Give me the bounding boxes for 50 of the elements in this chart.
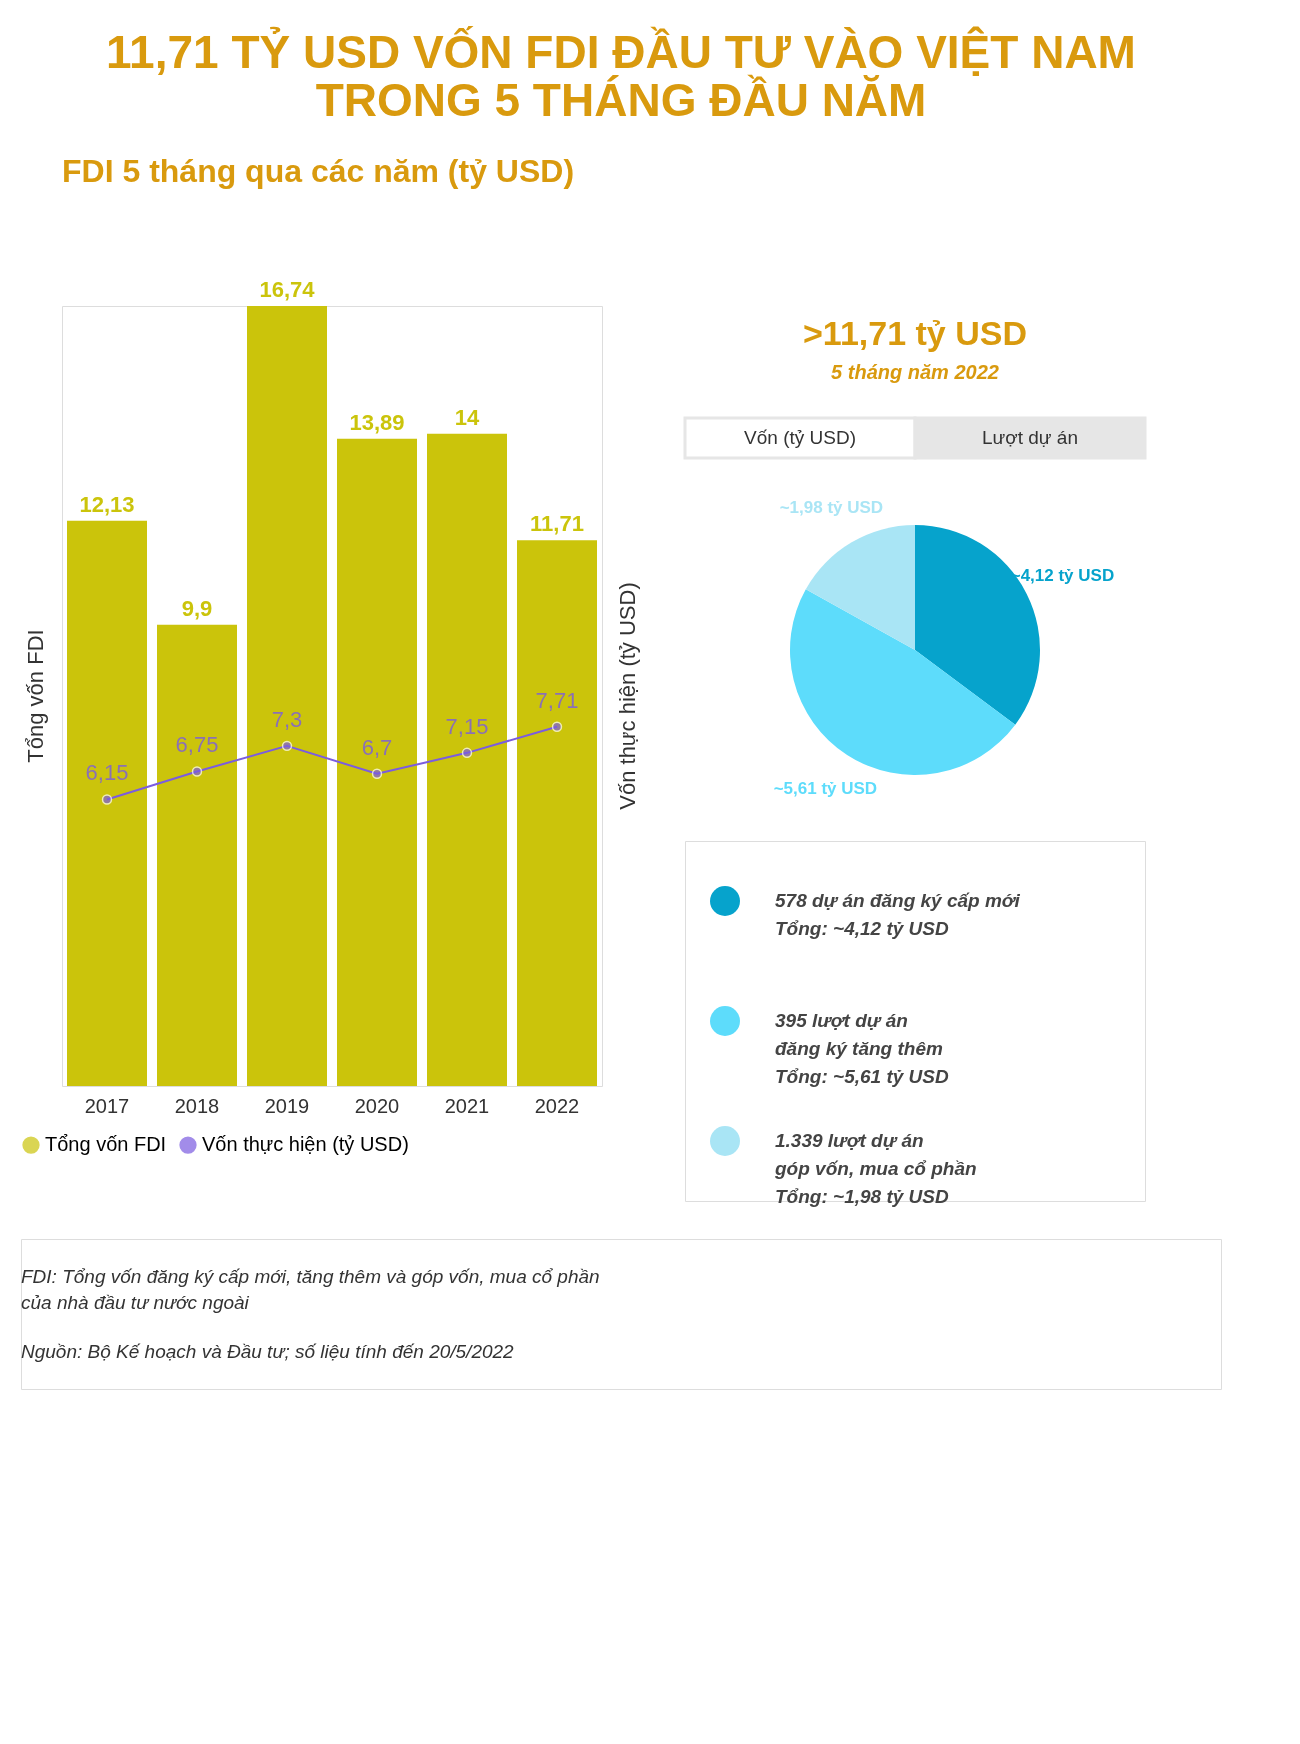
text: Lượt dự án xyxy=(981,427,1079,448)
pie-slice xyxy=(805,525,915,650)
bar xyxy=(427,433,507,1086)
text: FDI: Tổng vốn đăng ký cấp mới, tăng thêm và góp vốn, mua cổ phần của nhà đầu tư nước ngoài xyxy=(21,1265,600,1313)
data-label: 11,71 xyxy=(530,511,584,537)
data-label: 6,15 xyxy=(85,760,129,786)
data-label: ~4,12 tỷ USD xyxy=(1010,565,1115,585)
data-label: 16,74 xyxy=(259,277,316,302)
legend-label: Tổng vốn FDI xyxy=(45,1133,167,1156)
bar xyxy=(157,624,237,1086)
chart-title: >11,71 tỷ USD xyxy=(803,314,1027,352)
x-tick-label: 2017 xyxy=(84,1094,130,1117)
data-label: 7,71 xyxy=(535,687,579,713)
legend-label: 1.339 lượt dự án góp vốn, mua cổ phần Tổng: ~1,98 tỷ USD xyxy=(774,1130,977,1207)
y-axis-title: Tổng vốn FDI xyxy=(23,629,48,763)
data-label: 6,7 xyxy=(361,734,393,760)
data-label: 12,13 xyxy=(79,491,135,517)
bar xyxy=(517,540,597,1086)
pie-slice xyxy=(790,589,1016,775)
x-tick-label: 2019 xyxy=(264,1094,310,1117)
chart-subtitle: FDI 5 tháng qua các năm (tỷ USD) xyxy=(62,153,575,189)
data-label: 6,75 xyxy=(175,732,219,758)
y2-axis-title: Vốn thực hiện (tỷ USD) xyxy=(615,582,640,810)
bar xyxy=(337,438,417,1086)
x-tick-label: 2020 xyxy=(354,1094,400,1117)
data-label: ~5,61 tỷ USD xyxy=(773,778,878,798)
chart-subtitle: 5 tháng năm 2022 xyxy=(831,361,999,383)
point xyxy=(281,740,293,752)
x-tick-label: 2022 xyxy=(534,1094,580,1117)
bar xyxy=(247,306,327,1086)
legend-label: 395 lượt dự án đăng ký tăng thêm Tổng: ~5,61 tỷ USD xyxy=(775,1010,949,1087)
point xyxy=(551,721,563,732)
legend-label: Vốn thực hiện (tỷ USD) xyxy=(202,1133,409,1156)
chart-title: 11,71 TỶ USD VỐN FDI ĐẦU TƯ VÀO VIỆT NAM TRONG 5 THÁNG ĐẦU NĂM xyxy=(106,25,1136,126)
data-label: 13,89 xyxy=(349,409,405,435)
legend-label: 578 dự án đăng ký cấp mới Tổng: ~4,12 tỷ USD xyxy=(775,890,1021,939)
data-label: 9,9 xyxy=(181,595,213,621)
point xyxy=(461,747,473,759)
point xyxy=(101,794,113,805)
text: Nguồn: Bộ Kế hoạch và Đầu tư; số liệu tính đến 20/5/2022 xyxy=(21,1340,515,1362)
data-label: 7,3 xyxy=(271,706,303,732)
data-label: 14 xyxy=(454,404,480,430)
data-label: ~1,98 tỷ USD xyxy=(779,497,884,517)
point xyxy=(371,768,383,780)
point xyxy=(191,766,203,777)
text: Vốn (tỷ USD) xyxy=(744,427,856,448)
x-tick-label: 2021 xyxy=(444,1094,490,1117)
bar xyxy=(67,520,147,1086)
data-label: 7,15 xyxy=(445,713,489,739)
x-tick-label: 2018 xyxy=(174,1094,220,1117)
